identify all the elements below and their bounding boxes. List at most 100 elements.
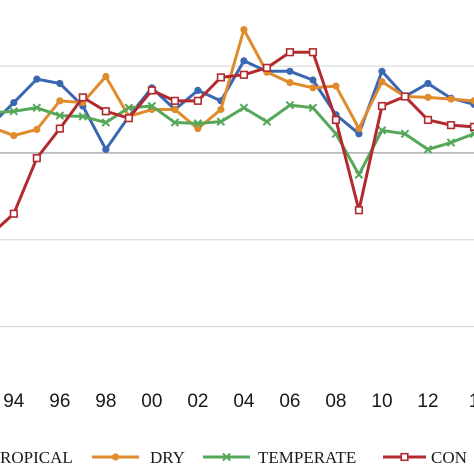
data-point bbox=[446, 121, 456, 130]
legend-marker bbox=[111, 453, 120, 461]
series-line bbox=[0, 103, 474, 177]
data-point bbox=[101, 107, 110, 116]
legend-label: DRY bbox=[150, 448, 185, 467]
x-tick-label: 94 bbox=[3, 391, 25, 412]
legend-entry-temperate: TEMPERATE bbox=[203, 448, 356, 467]
data-point bbox=[56, 79, 64, 88]
series-dry bbox=[0, 26, 474, 140]
legend: ROPICAL DRY TEMPERATE CON bbox=[0, 448, 467, 467]
data-point bbox=[262, 117, 272, 126]
series-line bbox=[0, 28, 474, 138]
data-point bbox=[193, 119, 203, 128]
data-point bbox=[446, 138, 456, 147]
series-temperate bbox=[0, 100, 474, 179]
data-point bbox=[56, 97, 64, 105]
data-point bbox=[193, 96, 202, 105]
series-lines bbox=[0, 26, 474, 229]
data-point bbox=[33, 75, 41, 83]
data-point bbox=[33, 125, 41, 134]
data-point bbox=[239, 70, 249, 79]
data-point bbox=[32, 103, 42, 113]
data-point bbox=[147, 86, 156, 95]
data-point bbox=[377, 126, 387, 135]
data-point bbox=[285, 100, 295, 110]
data-point bbox=[469, 122, 474, 131]
data-point bbox=[216, 117, 226, 126]
data-point bbox=[424, 93, 432, 101]
x-tick-label: 10 bbox=[371, 391, 392, 412]
data-point bbox=[32, 154, 41, 163]
data-point bbox=[124, 114, 133, 123]
data-point bbox=[78, 93, 87, 102]
data-point bbox=[55, 111, 65, 120]
data-point bbox=[400, 129, 410, 139]
data-point bbox=[355, 125, 363, 133]
data-point bbox=[170, 96, 179, 105]
data-point bbox=[147, 101, 157, 111]
x-tick-label: 12 bbox=[417, 391, 438, 412]
data-point bbox=[216, 73, 225, 82]
legend-label: ROPICAL bbox=[0, 448, 73, 467]
data-point bbox=[286, 78, 294, 87]
data-point bbox=[124, 103, 134, 113]
legend-entry-dry: DRY bbox=[92, 448, 185, 467]
data-point bbox=[171, 105, 179, 114]
data-point bbox=[308, 103, 318, 113]
data-point bbox=[309, 76, 317, 84]
data-point bbox=[378, 78, 386, 86]
data-point bbox=[170, 118, 180, 127]
data-point bbox=[10, 131, 18, 140]
data-point bbox=[240, 57, 248, 65]
data-point bbox=[378, 67, 386, 75]
gridlines bbox=[0, 65, 474, 328]
data-point bbox=[469, 129, 474, 139]
data-point bbox=[239, 103, 249, 113]
legend-marker bbox=[400, 452, 409, 462]
legend-label: CON bbox=[431, 448, 467, 467]
data-point bbox=[217, 105, 225, 114]
data-point bbox=[286, 67, 294, 75]
data-point bbox=[102, 72, 110, 81]
data-point bbox=[424, 79, 432, 88]
data-point bbox=[355, 130, 363, 138]
x-tick-label: 04 bbox=[233, 391, 255, 412]
data-point bbox=[377, 101, 387, 111]
data-point bbox=[78, 112, 88, 121]
x-tick-label: 96 bbox=[49, 391, 70, 412]
data-point bbox=[354, 206, 364, 215]
data-point bbox=[194, 86, 202, 95]
data-point bbox=[309, 84, 317, 92]
data-point bbox=[447, 95, 455, 103]
data-point bbox=[308, 48, 318, 57]
data-point bbox=[102, 145, 110, 154]
data-point bbox=[9, 106, 19, 116]
series-line bbox=[0, 59, 474, 151]
data-point bbox=[285, 48, 295, 57]
data-point bbox=[10, 98, 18, 107]
data-point bbox=[101, 118, 111, 127]
data-point bbox=[240, 26, 248, 34]
data-point bbox=[262, 63, 272, 72]
series-con bbox=[0, 48, 474, 229]
data-point bbox=[194, 125, 202, 133]
series-line bbox=[0, 50, 474, 229]
data-point bbox=[423, 115, 433, 125]
data-point bbox=[400, 92, 410, 101]
data-point bbox=[332, 82, 340, 90]
legend-entry-con: CON bbox=[383, 448, 467, 467]
data-point bbox=[9, 209, 18, 218]
series-ropical bbox=[0, 57, 474, 154]
data-point bbox=[55, 124, 64, 133]
x-tick-label: 08 bbox=[325, 391, 346, 412]
x-tick-label: 06 bbox=[279, 391, 300, 412]
data-point bbox=[470, 97, 474, 105]
data-point bbox=[354, 170, 364, 179]
data-point bbox=[423, 145, 433, 154]
data-point bbox=[331, 115, 341, 125]
legend-entry-ropical: ROPICAL bbox=[0, 448, 73, 467]
x-tick-label: 98 bbox=[95, 391, 116, 412]
legend-label: TEMPERATE bbox=[258, 448, 356, 467]
x-tick-label: 00 bbox=[141, 391, 162, 412]
x-axis-tick-labels: 94 96 98 00 02 04 06 08 10 12 1 bbox=[3, 391, 474, 412]
